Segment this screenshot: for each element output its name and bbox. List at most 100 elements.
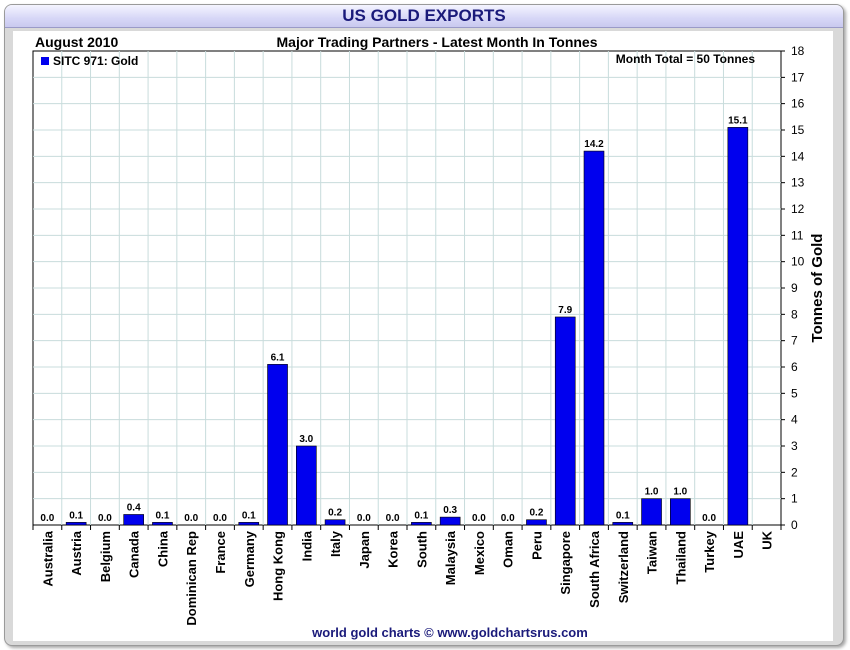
data-label: 0.1 <box>242 510 256 521</box>
bar <box>123 514 144 526</box>
x-tick-label: Italy <box>328 530 343 557</box>
y-tick-label: 0 <box>791 518 798 532</box>
x-tick-label: South <box>414 531 429 568</box>
data-label: 0.2 <box>328 508 342 519</box>
y-tick-label: 4 <box>791 413 798 427</box>
y-tick-label: 1 <box>791 492 798 506</box>
bar <box>727 127 749 526</box>
bar <box>65 522 87 526</box>
x-tick-label: Austria <box>69 530 84 576</box>
bar <box>238 522 260 526</box>
legend-swatch <box>41 57 49 65</box>
x-tick-label: UK <box>760 530 775 549</box>
x-tick-label: UAE <box>731 531 746 559</box>
x-tick-label: Belgium <box>98 531 113 582</box>
data-label: 0.0 <box>702 513 716 524</box>
data-label: 14.2 <box>584 139 604 150</box>
y-tick-label: 3 <box>791 439 798 453</box>
data-label: 0.0 <box>40 513 54 524</box>
y-tick-label: 10 <box>791 255 805 269</box>
y-tick-label: 16 <box>791 97 805 111</box>
y-tick-label: 14 <box>791 149 805 163</box>
title-bar: US GOLD EXPORTS <box>5 5 843 28</box>
y-tick-label: 8 <box>791 307 798 321</box>
bar <box>296 445 317 526</box>
y-tick-label: 17 <box>791 70 805 84</box>
x-tick-label: Thailand <box>673 531 688 585</box>
y-axis-label: Tonnes of Gold <box>809 234 826 343</box>
data-label: 0.0 <box>472 513 486 524</box>
y-tick-label: 12 <box>791 202 805 216</box>
data-label: 0.1 <box>69 510 83 521</box>
bar <box>267 364 288 526</box>
y-tick-label: 18 <box>791 44 805 58</box>
data-label: 0.1 <box>616 510 630 521</box>
data-label: 0.0 <box>501 513 515 524</box>
data-label: 0.0 <box>213 513 227 524</box>
data-label: 1.0 <box>673 487 687 498</box>
data-label: 0.4 <box>127 502 141 513</box>
data-label: 0.3 <box>443 505 457 516</box>
bar <box>612 522 634 526</box>
x-tick-label: Australia <box>40 530 55 586</box>
chart-subtitle: Major Trading Partners - Latest Month In… <box>277 34 598 50</box>
data-label: 3.0 <box>299 434 313 445</box>
period-label: August 2010 <box>35 34 118 50</box>
bar <box>526 519 547 526</box>
y-tick-label: 13 <box>791 176 805 190</box>
chart-panel: August 2010 Major Trading Partners - Lat… <box>13 31 833 641</box>
data-label: 0.2 <box>530 508 544 519</box>
x-tick-label: Singapore <box>558 531 573 595</box>
data-label: 0.0 <box>184 513 198 524</box>
x-axis: Australia Austria Belgium Canada China Domini… <box>32 525 782 626</box>
x-tick-label: France <box>213 531 228 574</box>
y-tick-label: 11 <box>791 228 804 242</box>
x-tick-label: Switzerland <box>616 531 631 603</box>
y-tick-label: 6 <box>791 360 798 374</box>
x-tick-label: China <box>155 530 170 567</box>
chart-window: US GOLD EXPORTS August 2010 Major Tradin… <box>4 4 844 646</box>
bars <box>65 127 749 526</box>
footer-credit: world gold charts © www.goldchartsrus.co… <box>311 625 588 640</box>
data-label: 15.1 <box>728 115 748 126</box>
data-label: 0.1 <box>156 510 170 521</box>
bar <box>439 516 461 526</box>
x-tick-label: Peru <box>529 531 544 560</box>
x-tick-label: Dominican Rep <box>184 531 199 626</box>
legend-label: SITC 971: Gold <box>53 54 138 68</box>
bar <box>554 316 576 526</box>
data-label: 6.1 <box>271 352 285 363</box>
bar <box>583 150 605 526</box>
value-labels: 0.0 0.1 0.0 0.4 0.1 0.0 0.0 0.1 6.1 3.0 0.2 0.0 0.0 0… <box>40 115 748 524</box>
data-label: 0.0 <box>357 513 371 524</box>
x-tick-label: Malaysia <box>443 530 458 585</box>
bar <box>641 498 662 526</box>
y-tick-label: 15 <box>791 123 805 137</box>
data-label: 0.0 <box>98 513 112 524</box>
x-tick-label: Korea <box>386 530 401 568</box>
x-tick-label: Hong Kong <box>271 531 286 601</box>
x-tick-label: Mexico <box>472 531 487 575</box>
x-tick-label: Japan <box>357 531 372 569</box>
x-tick-label: Germany <box>242 530 257 587</box>
data-label: 1.0 <box>645 487 659 498</box>
bar <box>152 522 173 526</box>
x-tick-label: India <box>299 530 314 561</box>
bar <box>411 522 432 526</box>
chart-title: US GOLD EXPORTS <box>342 6 506 25</box>
y-tick-label: 5 <box>791 386 798 400</box>
bar <box>324 519 346 526</box>
bar <box>670 498 691 526</box>
y-tick-label: 7 <box>791 334 798 348</box>
x-tick-label: Canada <box>127 530 142 578</box>
x-tick-label: South Africa <box>587 530 602 608</box>
bar-chart: August 2010 Major Trading Partners - Lat… <box>32 34 826 640</box>
month-total: Month Total = 50 Tonnes <box>616 52 756 66</box>
y-tick-label: 2 <box>791 465 798 479</box>
x-tick-label: Taiwan <box>645 531 660 574</box>
data-label: 0.1 <box>414 510 428 521</box>
x-tick-label: Oman <box>501 531 516 568</box>
y-tick-label: 9 <box>791 281 798 295</box>
x-tick-label: Turkey <box>702 530 717 572</box>
